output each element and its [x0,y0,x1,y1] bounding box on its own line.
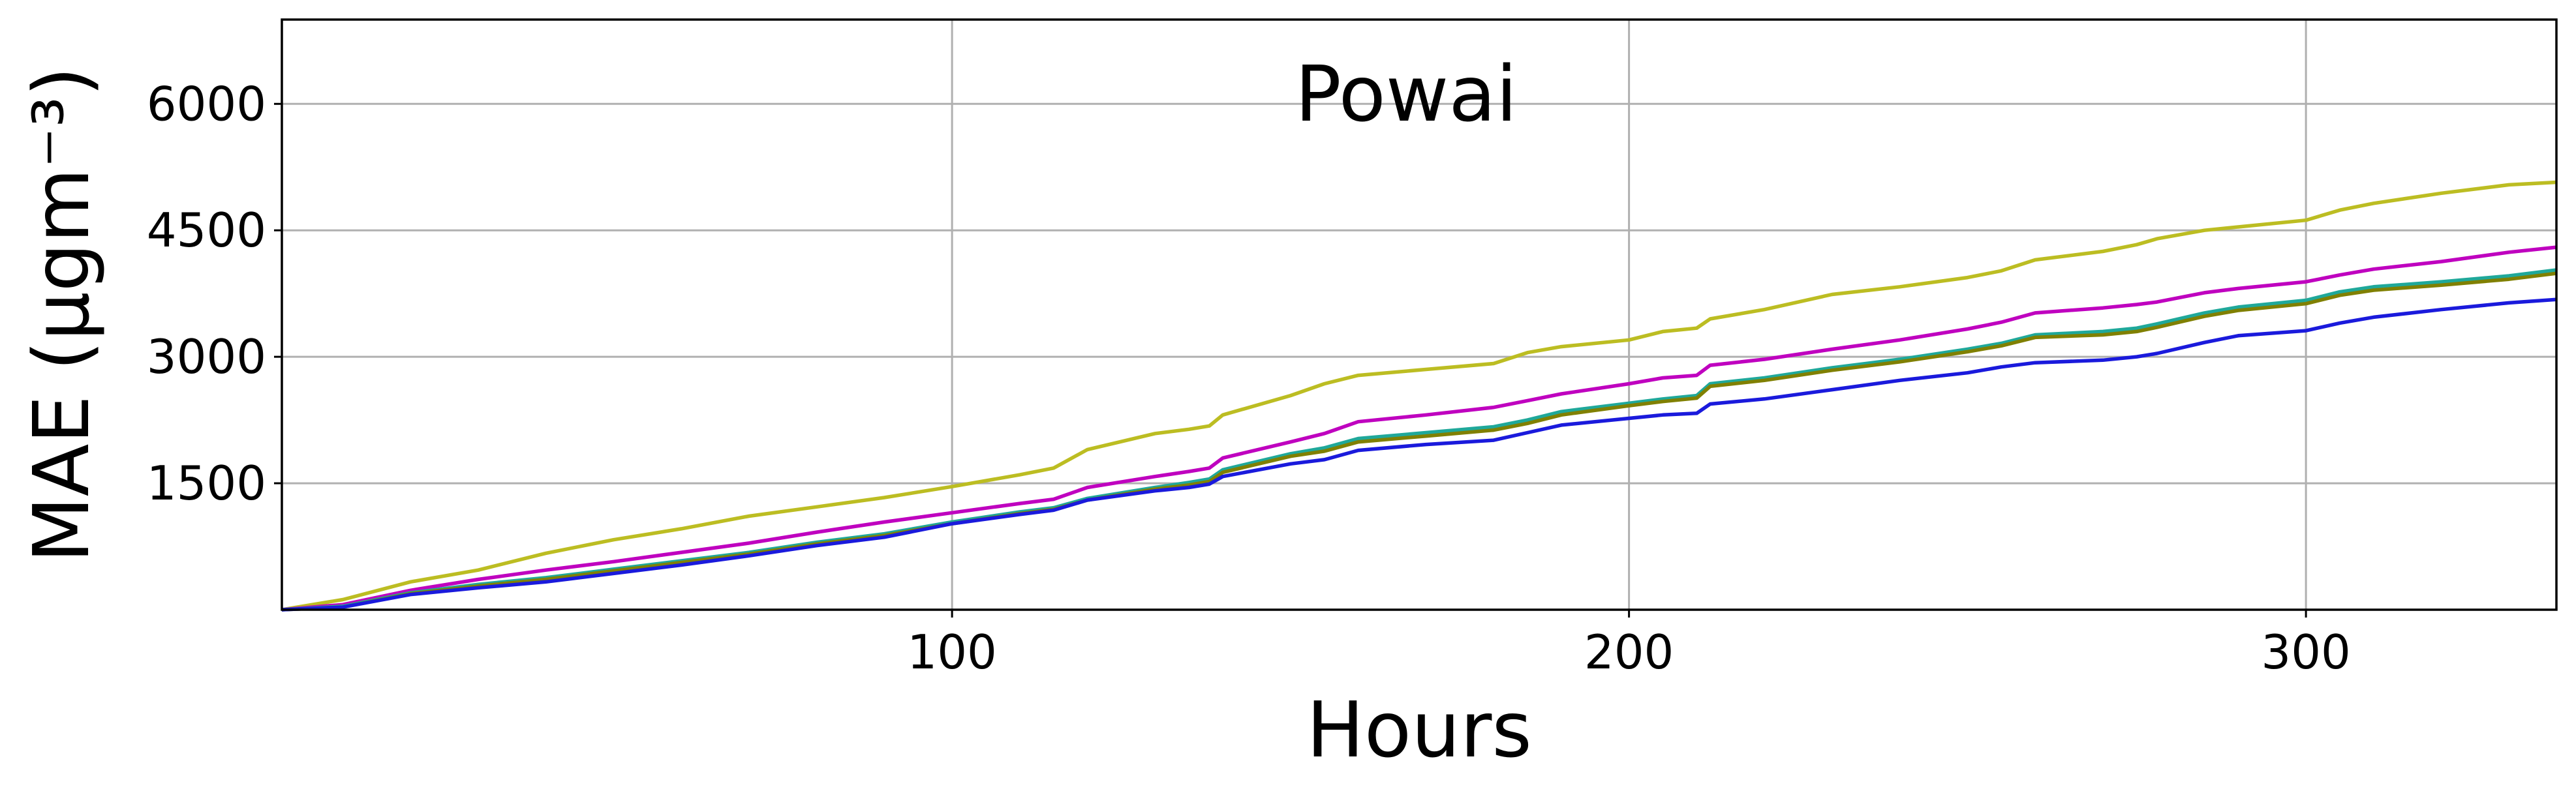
y-tick-label: 6000 [147,76,266,131]
x-tick-label: 300 [2261,625,2350,679]
series-line [281,180,2557,612]
y-tick-label: 3000 [147,329,266,384]
series-line [281,297,2557,612]
x-tick-labels: 100 200 300 [907,610,2351,679]
x-axis-title: Hours [1306,685,1532,775]
y-tick-label: 1500 [147,456,266,511]
plot-frame [281,18,2558,611]
chart-title: Powai [1295,49,1518,139]
series-line [281,245,2557,612]
y-tick-label: 4500 [147,203,266,258]
grid-lines [282,20,2556,610]
x-tick-label: 100 [907,625,996,679]
series-lines [281,180,2557,612]
y-axis-title: MAE (μgm⁻³) [16,67,106,563]
x-tick-label: 200 [1584,625,1674,679]
y-tick-labels: 1500 3000 4500 6000 [147,76,282,511]
